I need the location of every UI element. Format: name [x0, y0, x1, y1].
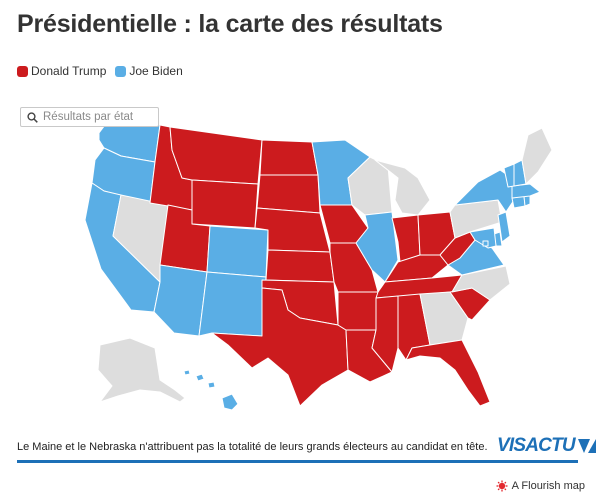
state-RI[interactable]	[523, 195, 531, 207]
visactu-logo: VIS ACTU	[497, 435, 597, 457]
state-ME[interactable]	[521, 127, 553, 185]
state-HI[interactable]	[221, 393, 239, 411]
state-GA[interactable]	[419, 291, 469, 346]
state-ND[interactable]	[259, 139, 319, 176]
footer-note: Le Maine et le Nebraska n'attribuent pas…	[17, 441, 488, 453]
state-AZ[interactable]	[153, 264, 208, 337]
state-WY[interactable]	[191, 179, 259, 229]
flourish-attribution-label: A Flourish map	[511, 480, 585, 492]
legend-swatch-biden	[115, 65, 127, 77]
state-HI-island[interactable]	[183, 369, 216, 389]
state-NJ[interactable]	[497, 211, 511, 243]
state-KS[interactable]	[265, 249, 335, 283]
state-MA[interactable]	[511, 183, 541, 199]
page-title: Présidentielle : la carte des résultats	[17, 10, 443, 38]
logo-actu: ACTU	[525, 435, 575, 456]
legend: Donald Trump Joe Biden	[17, 64, 192, 78]
flourish-attribution-link[interactable]: A Flourish map	[496, 480, 585, 492]
state-SD[interactable]	[256, 174, 321, 214]
state-AK[interactable]	[97, 337, 186, 403]
logo-vis: VIS	[497, 435, 526, 456]
flourish-logo-icon	[496, 480, 508, 492]
legend-item-trump: Donald Trump	[17, 64, 106, 78]
state-FL[interactable]	[405, 339, 491, 407]
legend-item-biden: Joe Biden	[115, 64, 183, 78]
legend-swatch-trump	[17, 65, 28, 77]
legend-label-biden: Joe Biden	[129, 64, 183, 78]
state-search-box[interactable]	[20, 107, 159, 127]
search-icon	[27, 111, 38, 123]
state-NM[interactable]	[198, 271, 267, 337]
state-CO[interactable]	[206, 225, 269, 278]
state-AR[interactable]	[337, 291, 379, 331]
state-MT[interactable]	[169, 126, 263, 185]
state-DC[interactable]	[482, 240, 489, 247]
state-TX[interactable]	[211, 287, 349, 407]
search-input[interactable]	[43, 111, 148, 123]
logo-mark-icon	[577, 439, 596, 453]
state-MD[interactable]	[469, 227, 497, 249]
legend-label-trump: Donald Trump	[31, 64, 107, 78]
footer-rule	[17, 460, 578, 463]
